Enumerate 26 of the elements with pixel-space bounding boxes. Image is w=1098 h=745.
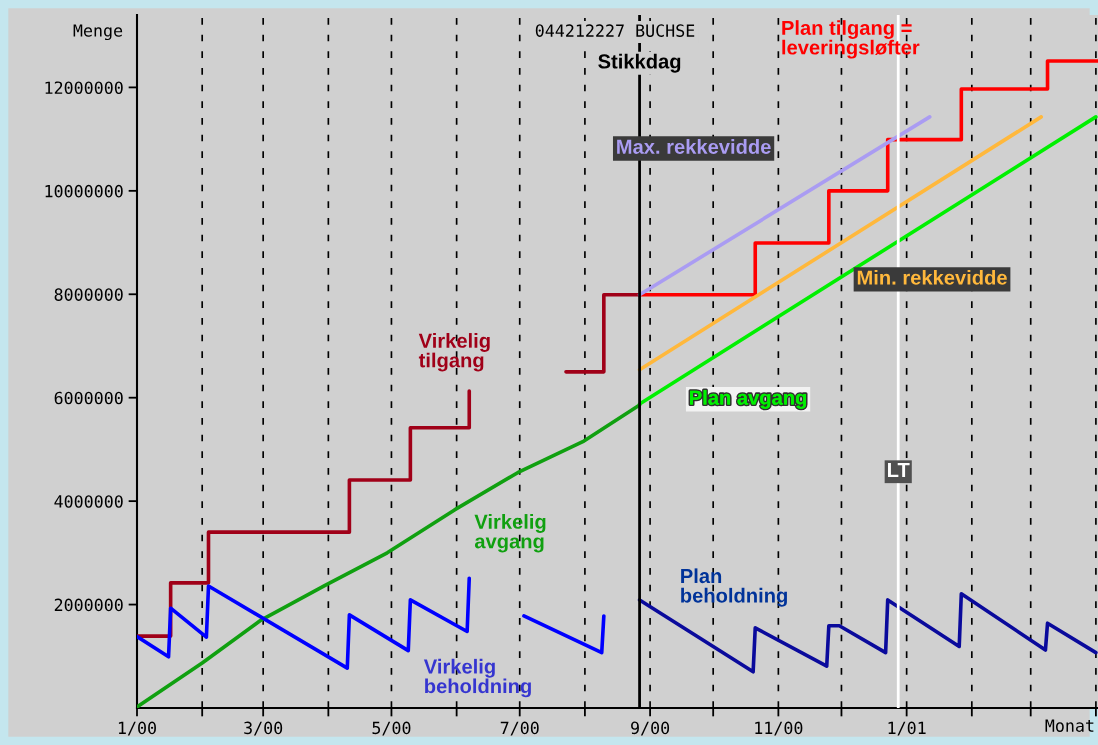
y-tick-label: 10000000 [45, 184, 123, 198]
y-tick-label: 6000000 [54, 391, 123, 405]
x-axis-title: Monat [1045, 719, 1094, 732]
series-label: Virkelig tilgang [418, 333, 490, 372]
text: Max. rekkevidde [617, 139, 771, 154]
x-tick-label: 7/00 [500, 721, 539, 736]
y-tick-label: 2000000 [54, 598, 123, 612]
series-label: Plan beholdning [681, 568, 787, 607]
y-tick-label: 12000000 [45, 81, 123, 95]
series-label: Virkelig beholdning [423, 658, 531, 698]
y-tick-label: 4000000 [54, 495, 123, 508]
ref-line-label: LT [888, 463, 910, 477]
series-label: Virkelig avgang [474, 514, 546, 553]
y-tick-label: 8000000 [54, 288, 123, 301]
ref-line-label: Stikkdag [598, 53, 681, 73]
x-tick-label: 3/00 [244, 721, 283, 736]
series-label: Plan avgang [690, 389, 807, 409]
text: Plan tilgang = leveringsløfter [782, 20, 920, 59]
series-label: Min. rekkevidde [857, 269, 1007, 285]
x-tick-label: 1/01 [888, 721, 926, 736]
x-tick-label: 1/00 [118, 721, 156, 736]
x-tick-label: 9/00 [631, 721, 670, 736]
chart-title: 044212227 BUCHSE [535, 24, 695, 37]
x-tick-label: 5/00 [372, 721, 411, 736]
x-tick-label: 11/00 [755, 721, 803, 736]
y-axis-title: Menge [73, 24, 123, 41]
